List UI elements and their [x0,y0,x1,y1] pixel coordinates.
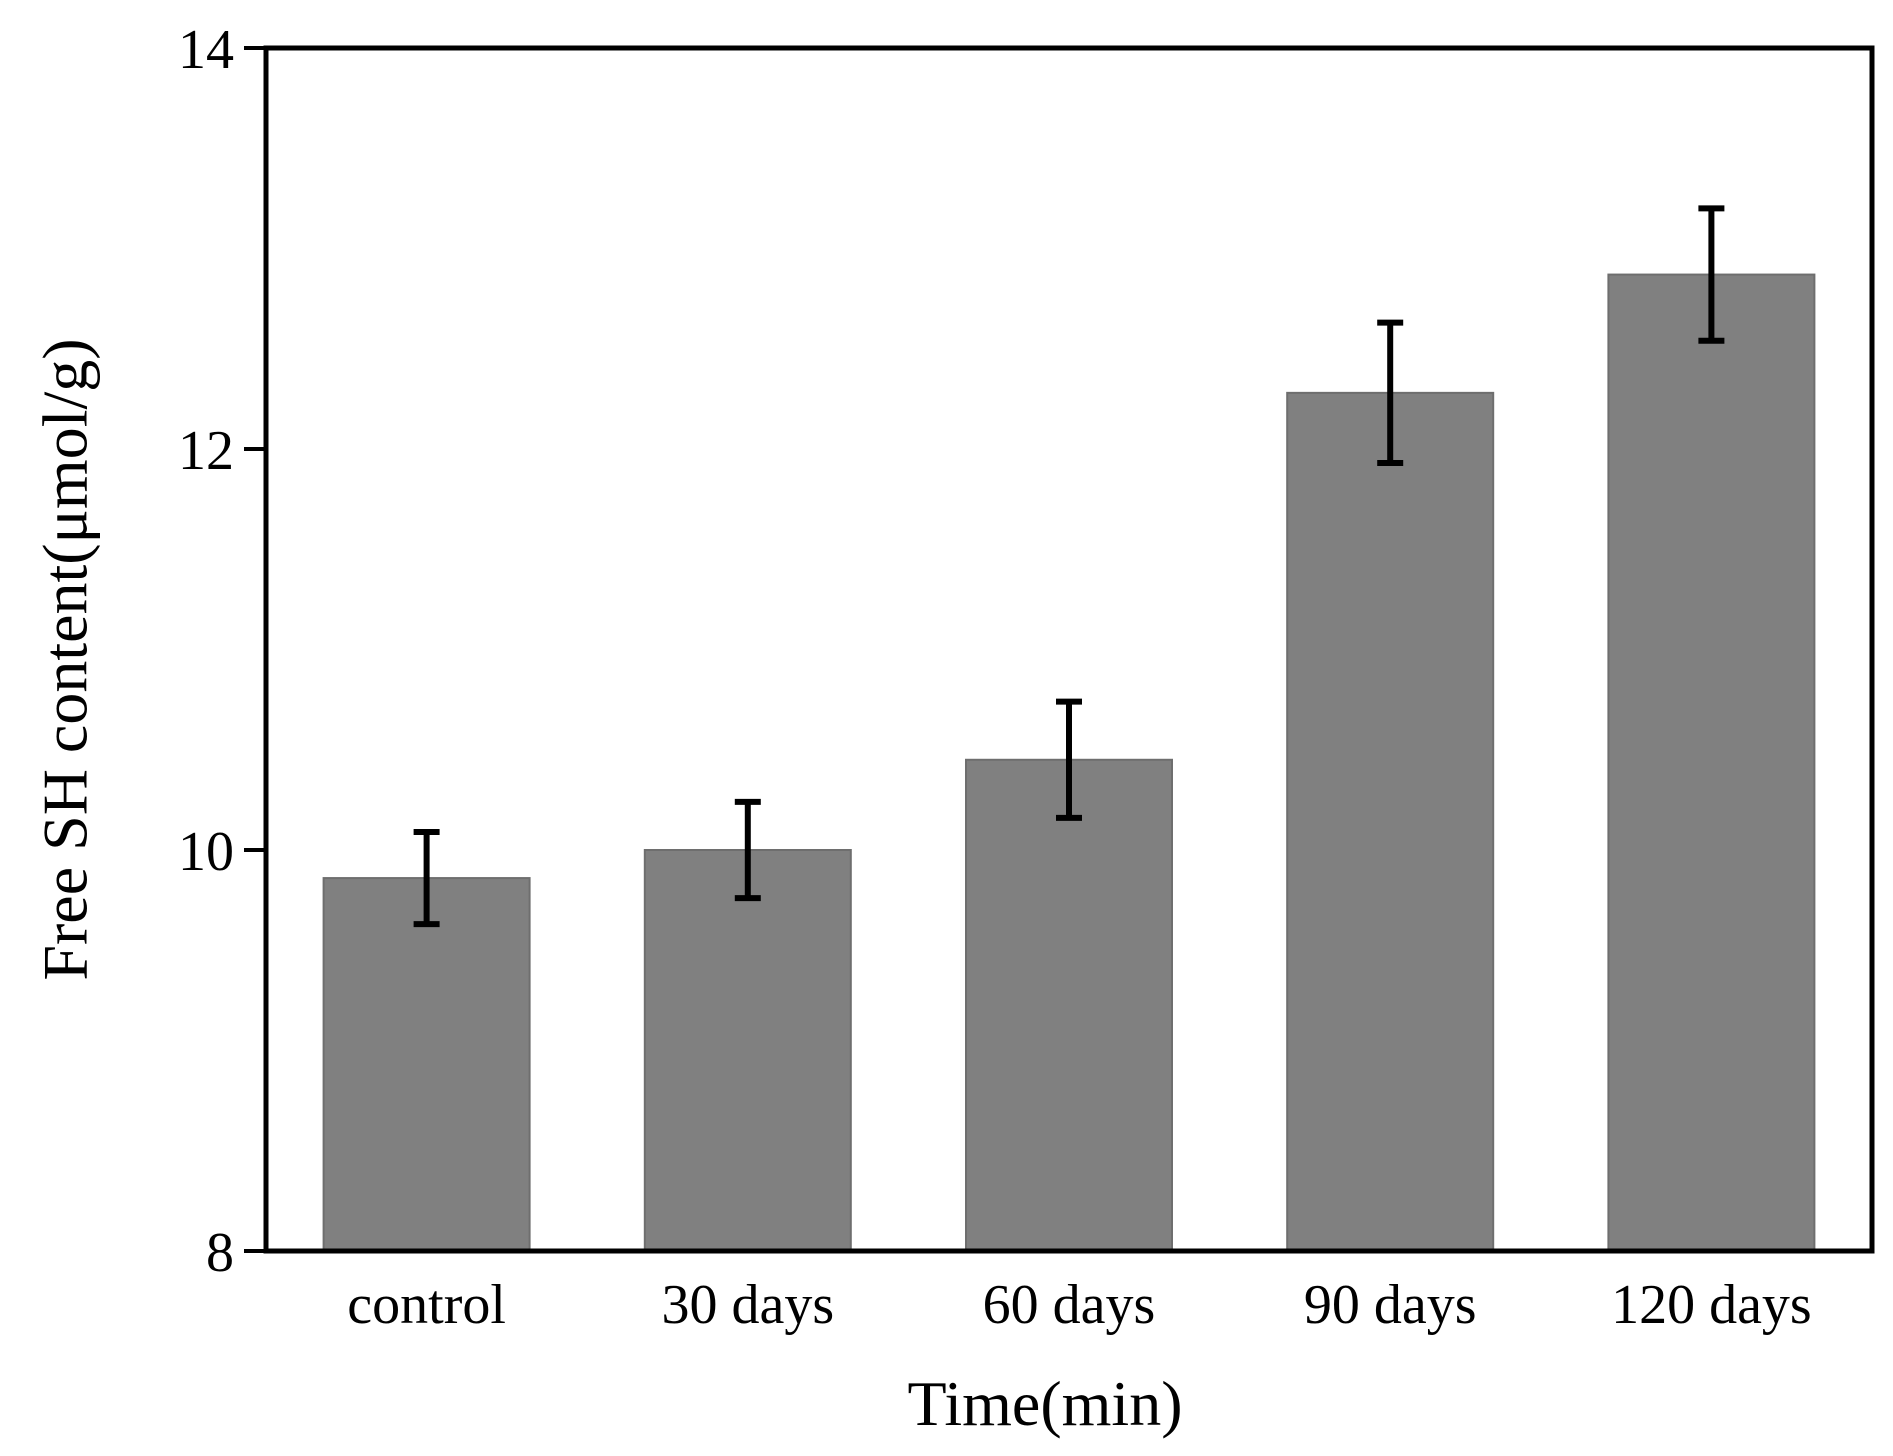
y-tick-label: 12 [178,420,234,482]
error-bar-120-days [1698,205,1725,344]
error-bar-90-days [1377,319,1404,467]
x-axis-title: Time(min) [908,1368,1183,1439]
y-axis-ticks: 8 10 12 14 [178,19,266,1284]
y-tick-label: 14 [178,19,234,81]
x-tick-label: 60 days [983,1274,1156,1336]
x-tick-label: 90 days [1304,1274,1477,1336]
bar-90-days [1286,391,1495,1252]
y-axis-title: Free SH content(μmol/g) [30,338,101,980]
error-bar-30-days [734,798,761,902]
error-bars-layer [413,205,1725,928]
x-tick-label: 120 days [1611,1274,1812,1336]
error-bar-control [413,828,440,928]
bar-120-days [1607,273,1816,1252]
x-tick-label: 30 days [661,1274,834,1336]
x-tick-label: control [347,1274,506,1336]
x-axis-labels: control 30 days 60 days 90 days 120 days [347,1274,1811,1336]
y-tick-label: 8 [206,1222,234,1284]
error-bar-60-days [1056,698,1082,821]
bar-control [322,877,531,1252]
plot-frame [263,45,1875,1254]
bar-60-days [965,758,1173,1253]
y-tick-label: 10 [178,821,234,883]
bar-30-days [643,849,852,1252]
